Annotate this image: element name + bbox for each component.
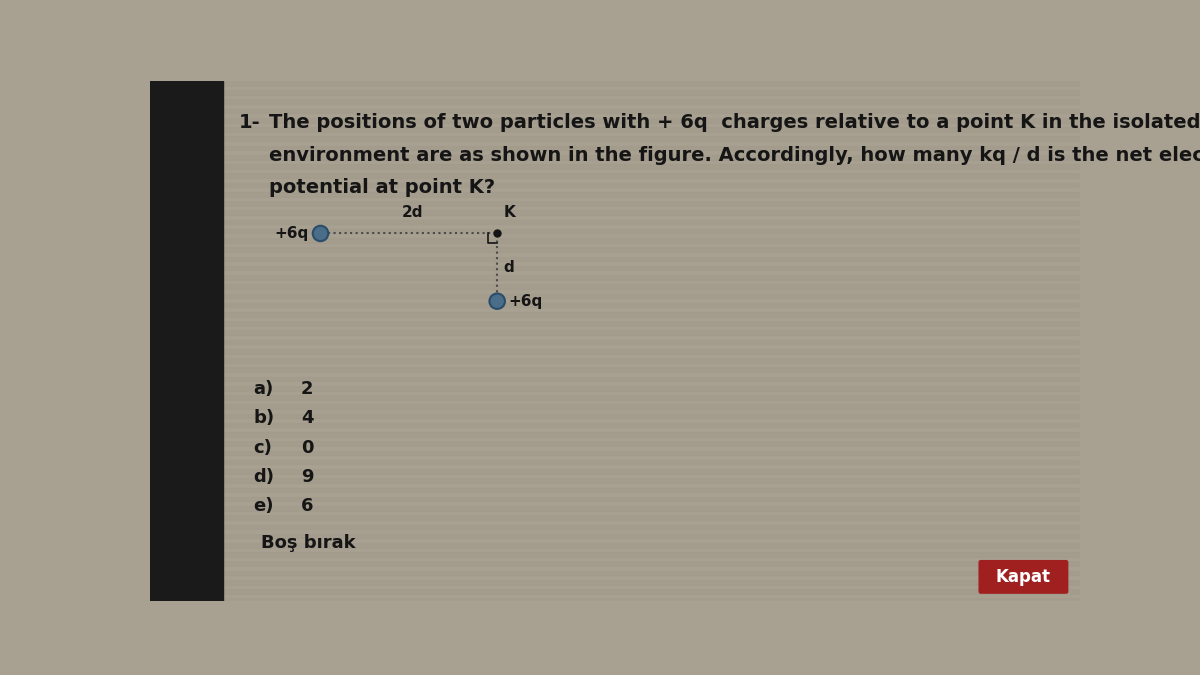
Text: +6q: +6q [275, 226, 308, 241]
Bar [150, 386, 1080, 391]
Bar [150, 487, 1080, 492]
Text: K: K [504, 205, 515, 219]
Bar [150, 562, 1080, 566]
Bar [150, 414, 1080, 418]
Text: d: d [504, 260, 514, 275]
Text: 2d: 2d [402, 205, 424, 219]
Bar [150, 146, 1080, 151]
Bar [150, 358, 1080, 363]
Bar [150, 321, 1080, 326]
Bar [150, 303, 1080, 307]
Bar [150, 349, 1080, 354]
Bar [150, 294, 1080, 298]
Text: 2: 2 [301, 380, 313, 398]
Bar [150, 219, 1080, 224]
Bar [150, 571, 1080, 575]
Text: environment are as shown in the figure. Accordingly, how many kq / d is the net : environment are as shown in the figure. … [269, 146, 1200, 165]
Bar [150, 238, 1080, 243]
Bar [150, 127, 1080, 132]
Bar [150, 451, 1080, 455]
Bar [150, 599, 1080, 603]
Bar [150, 275, 1080, 279]
Bar [150, 155, 1080, 159]
Text: b): b) [253, 409, 274, 427]
Bar [150, 524, 1080, 529]
Text: 4: 4 [301, 409, 313, 427]
Bar [150, 173, 1080, 178]
Bar [150, 331, 1080, 335]
Bar [150, 515, 1080, 520]
Bar [150, 81, 1080, 86]
Bar [150, 580, 1080, 585]
Text: potential at point K?: potential at point K? [269, 178, 494, 197]
Bar [150, 432, 1080, 437]
Bar [150, 395, 1080, 400]
Bar [150, 266, 1080, 271]
Bar [150, 284, 1080, 289]
Text: +6q: +6q [509, 294, 544, 308]
Bar [150, 183, 1080, 187]
Text: e): e) [253, 497, 274, 515]
Bar [150, 552, 1080, 557]
Bar [150, 506, 1080, 511]
Text: Boş bırak: Boş bırak [260, 534, 355, 552]
Bar [150, 404, 1080, 409]
Text: 0: 0 [301, 439, 313, 456]
Circle shape [313, 225, 329, 241]
Text: 6: 6 [301, 497, 313, 515]
Text: a): a) [253, 380, 274, 398]
Bar [150, 534, 1080, 539]
Text: Kapat: Kapat [996, 568, 1051, 586]
Text: d): d) [253, 468, 274, 486]
Bar [150, 109, 1080, 113]
Text: 1-: 1- [239, 113, 260, 132]
Bar [150, 118, 1080, 123]
Bar [150, 377, 1080, 381]
Bar [150, 367, 1080, 372]
Bar [150, 211, 1080, 215]
Bar [150, 469, 1080, 474]
Text: The positions of two particles with + 6q  charges relative to a point K in the i: The positions of two particles with + 6q… [269, 113, 1200, 132]
Bar [150, 81, 222, 601]
FancyBboxPatch shape [978, 560, 1068, 594]
Bar [150, 460, 1080, 464]
Bar [150, 201, 1080, 206]
Bar [150, 340, 1080, 344]
Text: c): c) [253, 439, 272, 456]
Bar [150, 441, 1080, 446]
Bar [150, 90, 1080, 95]
Bar [150, 256, 1080, 261]
Bar [150, 497, 1080, 502]
Bar [150, 192, 1080, 196]
Bar [150, 479, 1080, 483]
Bar [150, 543, 1080, 547]
Bar [150, 247, 1080, 252]
Bar [150, 99, 1080, 104]
Bar [150, 229, 1080, 234]
Bar [150, 423, 1080, 427]
Bar [150, 136, 1080, 141]
Bar [150, 164, 1080, 169]
Text: 9: 9 [301, 468, 313, 486]
Circle shape [490, 294, 505, 309]
Bar [150, 589, 1080, 594]
Bar [150, 312, 1080, 317]
